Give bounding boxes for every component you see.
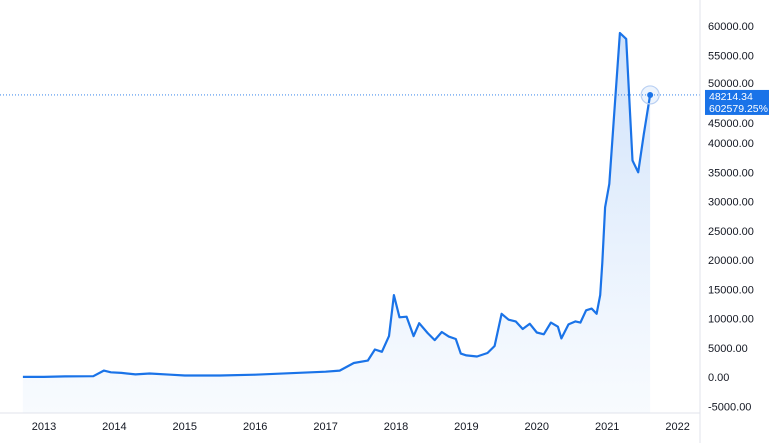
y-tick-label: 30000.00: [708, 197, 754, 209]
y-axis: -5000.00 0.00 5000.00 10000.00 15000.00 20000…: [708, 21, 754, 413]
last-price-value: 48214.34: [709, 91, 753, 103]
y-tick-label: 0.00: [708, 372, 729, 384]
x-tick-label: 2019: [454, 421, 478, 433]
x-tick-label: 2022: [665, 421, 689, 433]
price-line: [22, 31, 652, 378]
y-tick-label: 45000.00: [708, 118, 754, 130]
plot-area: [0, 31, 700, 413]
last-price-label: 48214.34 602579.25%: [705, 89, 769, 115]
x-tick-label: 2015: [173, 421, 197, 433]
y-tick-label: -5000.00: [708, 401, 751, 413]
y-tick-label: 60000.00: [708, 21, 754, 33]
x-tick-label: 2016: [243, 421, 267, 433]
y-tick-label: 15000.00: [708, 284, 754, 296]
area-fill: [22, 33, 651, 413]
x-tick-label: 2020: [525, 421, 549, 433]
y-tick-label: 55000.00: [708, 50, 754, 62]
y-tick-label: 10000.00: [708, 314, 754, 326]
y-tick-label: 20000.00: [708, 255, 754, 267]
y-tick-label: 40000.00: [708, 138, 754, 150]
x-axis: 2013 2014 2015 2016 2017 2018 2019 2020 2021 2022: [32, 421, 690, 433]
x-tick-label: 2014: [102, 421, 126, 433]
y-tick-label: 50000.00: [708, 78, 754, 90]
x-tick-label: 2017: [313, 421, 337, 433]
last-price-change: 602579.25%: [709, 103, 768, 115]
y-tick-label: 35000.00: [708, 167, 754, 179]
x-tick-label: 2018: [384, 421, 408, 433]
last-point-marker: [647, 91, 654, 98]
last-price-label-box: [705, 89, 769, 115]
y-tick-label: 5000.00: [708, 343, 748, 355]
x-tick-label: 2013: [32, 421, 56, 433]
y-tick-label: 25000.00: [708, 226, 754, 238]
x-tick-label: 2021: [595, 421, 619, 433]
